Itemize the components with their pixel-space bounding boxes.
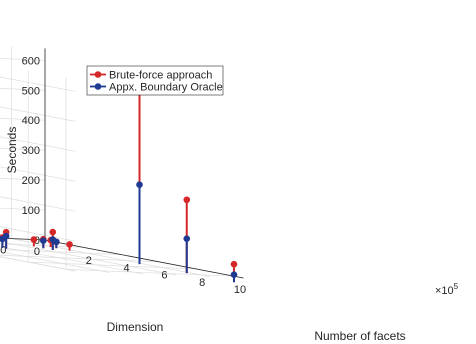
brute-force-point [230, 260, 238, 268]
oracle-point [136, 181, 143, 189]
grid-line [11, 238, 210, 277]
tick-labels: 0100200300400500600020040060080010002468… [0, 55, 246, 296]
brute-force-point [30, 236, 38, 243]
seconds-tick-label: 600 [22, 55, 40, 67]
facets-axis-label: Number of facets [314, 329, 405, 343]
brute-force-point [49, 228, 57, 236]
seconds-tick-label: 0 [34, 235, 40, 247]
seconds-tick-label: 200 [22, 175, 40, 187]
oracle-point [40, 237, 47, 245]
oracle-point [183, 235, 191, 242]
grid-line [0, 136, 76, 152]
legend-brute-force-marker [94, 71, 102, 78]
grid-line [0, 106, 76, 122]
facets-tick-label: 8 [199, 277, 205, 289]
grid-line [0, 256, 76, 272]
data-stems [0, 66, 238, 283]
grid-line [0, 226, 76, 242]
legend-brute-force-label: Brute-force approach [109, 70, 212, 82]
grid-line [0, 76, 76, 92]
seconds-tick-label: 400 [22, 115, 40, 127]
grid-line [0, 166, 76, 182]
seconds-axis-label: Seconds [5, 127, 19, 174]
legend-oracle-label: Appx. Boundary Oracle [109, 82, 223, 94]
grid-line [0, 207, 46, 211]
facets-exponent-label: ×105 [435, 282, 459, 297]
grid-line [0, 246, 143, 275]
grid-line [0, 118, 46, 121]
grid-line [0, 243, 83, 248]
grid-line [0, 254, 159, 263]
grid-line [0, 177, 46, 181]
grid-line [0, 147, 46, 151]
grid-line [65, 268, 235, 277]
grid-line [0, 249, 121, 255]
oracle-point [2, 232, 10, 240]
facets-tick-label: 4 [124, 262, 130, 274]
grid-line [0, 88, 46, 91]
seconds-tick-label: 500 [22, 85, 40, 97]
dimension-tick-label: 200 [0, 245, 6, 257]
axes [0, 48, 244, 279]
brute-force-point [183, 196, 191, 204]
grid-line [0, 251, 110, 273]
grid-line [0, 196, 76, 212]
brute-force-point [66, 241, 73, 248]
facets-tick-label: 6 [161, 270, 167, 282]
legend-box [86, 65, 224, 96]
oracle-point [230, 271, 238, 279]
grid-line [0, 58, 46, 61]
grid-line [28, 261, 197, 270]
grid-line [0, 241, 177, 276]
legend-oracle-marker [94, 83, 102, 90]
legend: Brute-force approach Appx. Boundary Orac… [86, 65, 224, 96]
oracle-point [49, 236, 57, 243]
seconds-tick-label: 300 [22, 145, 40, 157]
dimension-tick-label: 0 [34, 246, 40, 258]
facets-tick-label: 10 [234, 284, 246, 296]
facets-axis-line [44, 239, 244, 279]
dimension-axis-label: Dimension [107, 320, 164, 334]
dimension-axis-line [0, 237, 46, 241]
seconds-tick-label: 100 [22, 205, 40, 217]
facets-tick-label: 2 [86, 255, 92, 267]
